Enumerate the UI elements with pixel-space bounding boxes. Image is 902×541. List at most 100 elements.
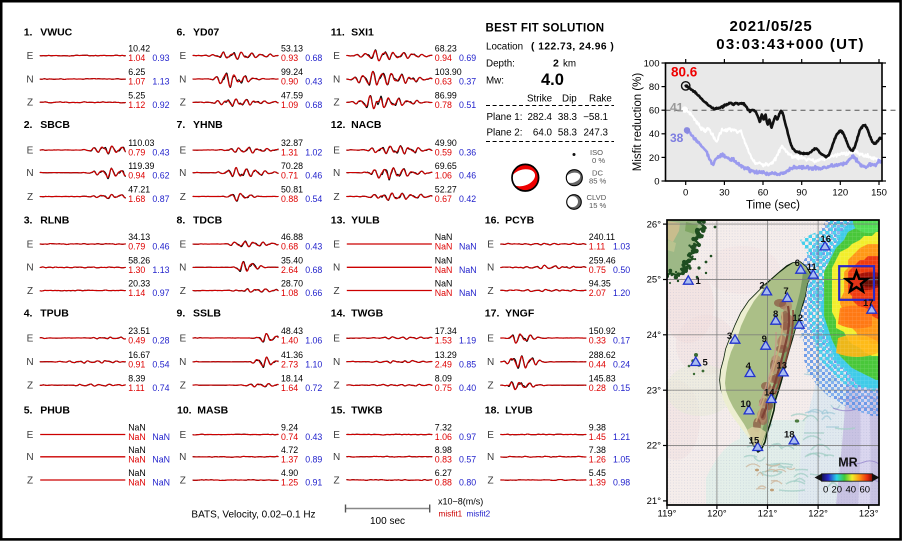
svg-text:64.0: 64.0 [533,128,553,139]
svg-text:0.68: 0.68 [281,242,298,252]
svg-text:0: 0 [683,188,688,199]
svg-text:1.21: 1.21 [613,432,630,442]
svg-text:YHNB: YHNB [193,119,223,131]
svg-text:8.39: 8.39 [128,373,145,383]
svg-text:68.23: 68.23 [435,44,457,54]
svg-text:VWUC: VWUC [40,26,72,38]
svg-text:2.49: 2.49 [435,359,452,369]
svg-text:38.3: 38.3 [558,112,578,123]
svg-text:PHUB: PHUB [40,404,70,416]
svg-text:SBCB: SBCB [40,119,70,131]
svg-text:Z: Z [334,192,340,203]
svg-text:7.32: 7.32 [435,423,452,433]
svg-text:120°: 120° [707,509,727,520]
svg-text:1.06: 1.06 [435,432,452,442]
svg-text:50.81: 50.81 [281,185,303,195]
svg-text:Plane 2:: Plane 2: [487,128,523,139]
svg-text:CLVD: CLVD [587,193,607,202]
svg-text:0.85: 0.85 [459,359,476,369]
svg-text:12.: 12. [331,119,346,131]
svg-text:YULB: YULB [351,214,380,226]
svg-text:MASB: MASB [197,404,228,416]
svg-text:0.63: 0.63 [435,77,452,87]
svg-text:0.40: 0.40 [459,383,476,393]
svg-text:0.59: 0.59 [435,148,452,158]
svg-text:1.08: 1.08 [281,288,298,298]
svg-text:4.90: 4.90 [281,468,298,478]
svg-text:km: km [563,59,576,70]
svg-text:12: 12 [792,313,803,324]
svg-text:0.68: 0.68 [305,265,322,275]
svg-text:Plane 1:: Plane 1: [487,112,523,123]
svg-text:Location: Location [486,42,523,53]
svg-text:SSLB: SSLB [193,307,221,319]
svg-text:0.69: 0.69 [459,53,476,63]
svg-text:0.43: 0.43 [305,77,322,87]
svg-text:20: 20 [649,153,660,164]
svg-text:NaN: NaN [152,454,170,464]
svg-text:2.73: 2.73 [281,359,298,369]
svg-text:0.98: 0.98 [613,478,630,488]
svg-text:0.67: 0.67 [435,194,452,204]
svg-text:1.: 1. [24,26,33,38]
svg-text:1.09: 1.09 [281,100,298,110]
svg-text:E: E [333,333,340,344]
svg-text:0.46: 0.46 [305,170,322,180]
svg-text:94.35: 94.35 [589,279,611,289]
svg-text:13.29: 13.29 [435,350,457,360]
svg-text:6.: 6. [177,26,186,38]
svg-text:N: N [179,357,186,368]
svg-text:−58.1: −58.1 [583,112,608,123]
svg-text:0.68: 0.68 [305,53,322,63]
svg-text:0.46: 0.46 [152,242,169,252]
svg-text:NaN: NaN [435,242,453,252]
svg-text:1.68: 1.68 [128,194,145,204]
svg-text:N: N [26,452,33,463]
svg-text:NaN: NaN [435,265,453,275]
svg-text:5: 5 [703,358,709,369]
svg-text:LYUB: LYUB [505,404,533,416]
svg-text:23.51: 23.51 [128,326,150,336]
svg-text:6: 6 [795,258,800,269]
svg-text:23°: 23° [647,385,662,396]
svg-text:15: 15 [749,436,760,447]
svg-text:N: N [179,168,186,179]
svg-text:ISO: ISO [590,148,603,157]
svg-text:8.: 8. [177,214,186,226]
svg-text:32.87: 32.87 [281,138,303,148]
svg-text:121°: 121° [758,509,778,520]
svg-text:1.13: 1.13 [152,77,169,87]
svg-text:E: E [27,430,34,441]
svg-text:0.62: 0.62 [152,170,169,180]
svg-text:86.99: 86.99 [435,90,457,100]
svg-text:5.: 5. [24,404,33,416]
svg-text:N: N [333,357,340,368]
svg-text:0.44: 0.44 [589,359,606,369]
svg-text:0.15: 0.15 [613,383,630,393]
svg-text:7.38: 7.38 [589,445,606,455]
svg-text:E: E [179,145,186,156]
svg-text:NaN: NaN [152,432,170,442]
svg-text:26°: 26° [647,219,662,230]
svg-text:99.24: 99.24 [281,67,303,77]
svg-text:0.78: 0.78 [435,100,452,110]
svg-text:18.: 18. [485,404,500,416]
svg-text:NaN: NaN [128,423,146,433]
svg-text:6.27: 6.27 [435,468,452,478]
svg-text:10: 10 [740,399,751,410]
svg-text:8.98: 8.98 [435,445,452,455]
svg-text:N: N [26,263,33,274]
svg-text:8: 8 [773,309,778,320]
svg-text:16.67: 16.67 [128,350,150,360]
svg-text:TDCB: TDCB [193,214,223,226]
svg-text:47.59: 47.59 [281,90,303,100]
svg-text:30: 30 [719,188,730,199]
svg-text:1.39: 1.39 [589,478,606,488]
svg-text:x10−8(m/s): x10−8(m/s) [438,497,483,507]
svg-text:NaN: NaN [459,242,477,252]
svg-text:0.46: 0.46 [459,170,476,180]
svg-text:PCYB: PCYB [505,214,535,226]
svg-text:80: 80 [649,82,660,93]
svg-text:9.: 9. [177,307,186,319]
svg-text:E: E [333,239,340,250]
